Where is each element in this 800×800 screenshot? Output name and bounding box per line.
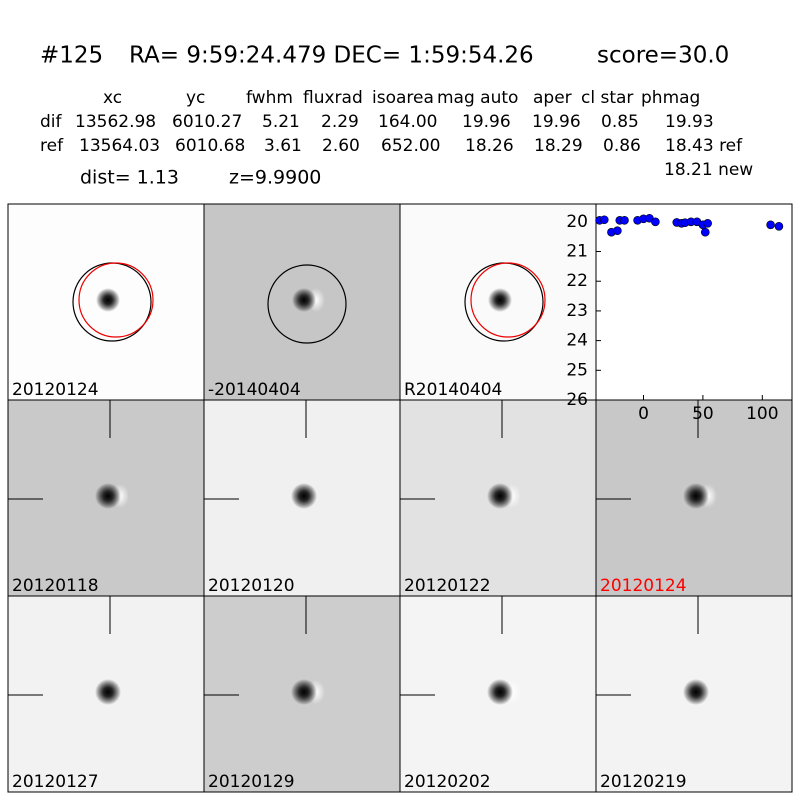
dist: dist= 1.13: [80, 167, 179, 189]
table-cell: 164.00: [378, 112, 437, 132]
y-tick-label: 21: [566, 242, 588, 262]
column-header: fwhm: [246, 88, 293, 108]
table-cell: 6010.27: [172, 112, 242, 132]
table-cell: 18.26: [465, 136, 514, 156]
column-header: mag auto: [437, 88, 518, 108]
source: [488, 288, 512, 312]
point: [600, 215, 609, 225]
stamp-label: 20120120: [208, 576, 295, 596]
table-cell: 2.60: [322, 136, 360, 156]
column-header: xc: [103, 88, 122, 108]
point: [766, 220, 775, 230]
x-tick-label: 0: [638, 404, 649, 424]
stamp-label: 20120127: [12, 772, 99, 792]
phmag-new: 18.21 new: [664, 160, 753, 180]
table-cell: 18.29: [534, 136, 583, 156]
table-cell: 0.86: [603, 136, 641, 156]
x-tick-label: 50: [692, 404, 714, 424]
source: [683, 483, 709, 509]
table-cell: 19.96: [462, 112, 511, 132]
table-cell: 19.96: [532, 112, 581, 132]
aperture-ref: [78, 262, 154, 338]
point: [613, 226, 622, 236]
source: [292, 288, 316, 312]
table-cell: 6010.68: [175, 136, 245, 156]
stamp-label: 20120122: [404, 576, 491, 596]
point: [700, 227, 710, 237]
table-cell: 0.85: [601, 112, 639, 132]
aperture-ref: [470, 262, 546, 338]
stamp-label: 20120124: [600, 576, 687, 596]
x-tick-label: 100: [746, 404, 778, 424]
coordinates: RA= 9:59:24.479 DEC= 1:59:54.26: [129, 43, 534, 69]
y-tick-label: 22: [566, 271, 588, 291]
y-tick-label: 24: [566, 331, 588, 351]
column-header: phmag: [641, 88, 700, 108]
y-tick-label: 25: [566, 360, 588, 380]
table-cell: 2.29: [321, 112, 359, 132]
source: [95, 483, 121, 509]
score: score=30.0: [597, 43, 729, 69]
y-tick-label: 20: [566, 212, 588, 232]
point: [620, 216, 629, 225]
table-cell: 5.21: [262, 112, 300, 132]
source: [95, 679, 121, 705]
point: [774, 221, 784, 231]
source: [291, 679, 317, 705]
column-header: fluxrad: [303, 88, 363, 108]
stamp-label: 20120129: [208, 772, 295, 792]
object-id: #125: [40, 43, 103, 69]
stamp-label: 20120124: [12, 380, 99, 400]
stamp-label: R20140404: [404, 380, 502, 400]
stamp-label: 20120118: [12, 576, 99, 596]
z-value: z=9.9900: [229, 167, 321, 189]
source: [487, 483, 513, 509]
column-header: cl star: [581, 88, 633, 108]
table-cell: 18.43 ref: [665, 136, 743, 156]
source: [96, 288, 120, 312]
table-cell: 13564.03: [79, 136, 160, 156]
point: [703, 219, 712, 228]
table-cell: 19.93: [665, 112, 714, 132]
y-tick-label: 26: [566, 390, 588, 410]
source: [487, 679, 513, 705]
plot-area: [595, 203, 793, 401]
stamp-frame: [595, 595, 793, 793]
y-tick-label: 23: [566, 301, 588, 321]
table-cell: 3.61: [264, 136, 302, 156]
stamp-label: -20140404: [208, 380, 301, 400]
source: [683, 679, 709, 705]
column-header: aper: [533, 88, 572, 108]
point: [651, 217, 660, 227]
column-header: yc: [186, 88, 205, 108]
column-header: isoarea: [372, 88, 434, 108]
source: [291, 483, 317, 509]
stamp-label: 20120202: [404, 772, 491, 792]
table-cell: 652.00: [381, 136, 440, 156]
stamp-label: 20120219: [600, 772, 687, 792]
table-cell: 13562.98: [75, 112, 156, 132]
table-cell: dif: [40, 112, 63, 132]
table-cell: ref: [40, 136, 64, 156]
aperture: [267, 264, 347, 344]
